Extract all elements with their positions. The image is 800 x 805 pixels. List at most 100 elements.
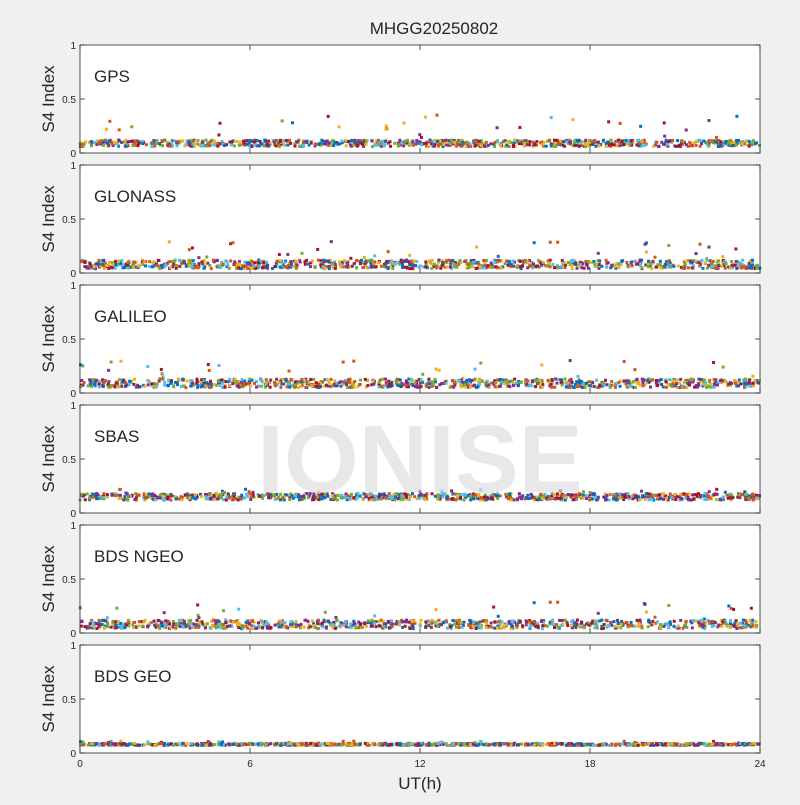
data-point (197, 626, 200, 629)
data-point (265, 378, 268, 381)
data-point (230, 143, 233, 146)
data-point (719, 145, 722, 148)
data-point (598, 259, 601, 262)
data-point (106, 496, 109, 499)
data-point (95, 262, 98, 265)
data-point (427, 621, 430, 624)
data-point (179, 495, 182, 498)
data-point (574, 621, 577, 624)
data-point (695, 252, 698, 255)
data-point (420, 378, 423, 381)
data-point (194, 493, 197, 496)
data-point (364, 378, 367, 381)
data-point (213, 383, 216, 386)
data-point (469, 145, 472, 148)
data-point (127, 266, 130, 269)
panel-label: GLONASS (94, 187, 176, 206)
panel-label: GALILEO (94, 307, 167, 326)
data-point (127, 140, 130, 143)
data-point (225, 498, 228, 501)
data-point (147, 624, 150, 627)
data-point (223, 144, 226, 147)
data-point (194, 266, 197, 269)
data-point (428, 386, 431, 389)
data-point (721, 620, 724, 623)
data-point (328, 381, 331, 384)
data-point (154, 498, 157, 501)
data-point (415, 139, 418, 142)
data-point (167, 379, 170, 382)
data-point (235, 140, 238, 143)
data-point (697, 261, 700, 264)
data-point (755, 624, 758, 627)
data-point (411, 264, 414, 267)
data-point (676, 379, 679, 382)
data-point (120, 259, 123, 262)
data-point (758, 494, 761, 497)
data-point (677, 625, 680, 628)
data-point (713, 378, 716, 381)
data-point (436, 140, 439, 143)
data-point (707, 119, 710, 122)
data-point (147, 495, 150, 498)
data-point (583, 626, 586, 629)
data-point (355, 266, 358, 269)
data-point (224, 621, 227, 624)
data-point (257, 261, 260, 264)
data-point (138, 494, 141, 497)
data-point (745, 625, 748, 628)
data-point (500, 627, 503, 630)
data-point (189, 622, 192, 625)
data-point (148, 265, 151, 268)
data-point (185, 625, 188, 628)
data-point (156, 496, 159, 499)
data-point (605, 145, 608, 148)
data-point (266, 143, 269, 146)
y-tick-label: 1 (70, 41, 76, 52)
data-point (196, 603, 199, 606)
data-point (440, 623, 443, 626)
data-point (269, 627, 272, 630)
data-point (578, 139, 581, 142)
data-point (389, 383, 392, 386)
data-point (605, 619, 608, 622)
data-point (595, 379, 598, 382)
data-point (170, 379, 173, 382)
data-point (709, 386, 712, 389)
data-point (450, 139, 453, 142)
data-point (447, 259, 450, 262)
data-point (540, 263, 543, 266)
data-point (228, 378, 231, 381)
data-point (175, 267, 178, 270)
data-point (353, 622, 356, 625)
data-point (541, 627, 544, 630)
data-point (279, 266, 282, 269)
data-point (172, 263, 175, 266)
data-point (207, 363, 210, 366)
data-point (518, 142, 521, 145)
data-point (677, 495, 680, 498)
data-point (526, 143, 529, 146)
data-point (539, 378, 542, 381)
data-point (457, 626, 460, 629)
data-point (627, 384, 630, 387)
data-point (475, 267, 478, 270)
data-point (684, 623, 687, 626)
data-point (723, 261, 726, 264)
data-point (124, 492, 127, 495)
data-point (549, 241, 552, 244)
data-point (330, 385, 333, 388)
data-point (704, 492, 707, 495)
data-point (516, 626, 519, 629)
data-point (168, 240, 171, 243)
data-point (183, 622, 186, 625)
data-point (504, 623, 507, 626)
data-point (461, 626, 464, 629)
data-point (213, 498, 216, 501)
data-point (556, 626, 559, 629)
data-point (232, 621, 235, 624)
data-point (578, 625, 581, 628)
data-point (695, 144, 698, 147)
data-point (419, 385, 422, 388)
data-point (385, 125, 388, 128)
